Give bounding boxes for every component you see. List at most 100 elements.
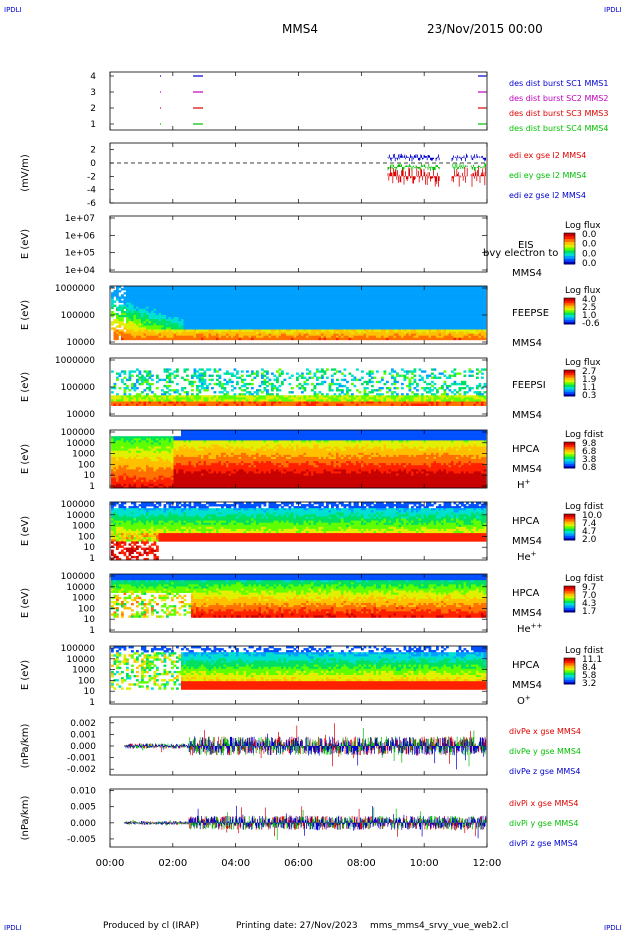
feepsi-pixel	[213, 370, 217, 373]
feepsi-pixel	[298, 399, 302, 402]
feepse-pixel	[353, 331, 357, 334]
feepsi-pixel	[156, 374, 159, 377]
feepsi-pixel	[291, 403, 294, 406]
feepsi-pixel	[201, 397, 204, 400]
feepse-pixel	[448, 288, 452, 291]
feepse-pixel	[141, 317, 144, 320]
feepsi-pixel	[166, 384, 169, 388]
feepse-pixel	[411, 300, 414, 303]
feepse-pixel	[288, 308, 292, 312]
feepse-pixel	[248, 323, 252, 326]
feepse-pixel	[281, 296, 284, 299]
feepsi-pixel	[166, 395, 169, 398]
feepse-pixel	[276, 329, 279, 332]
feepse-pixel	[253, 298, 257, 301]
feepse-pixel	[258, 286, 262, 289]
feepse-pixel	[398, 310, 402, 314]
feepse-pixel	[351, 333, 354, 336]
feepsi-pixel	[241, 378, 244, 382]
feepse-pixel	[391, 337, 394, 341]
feepse-pixel	[383, 306, 387, 310]
feepse-pixel	[233, 325, 237, 328]
feepse-pixel	[188, 298, 192, 301]
feepse-pixel	[461, 331, 464, 334]
feepse-pixel	[288, 290, 292, 293]
feepse-pixel	[356, 321, 359, 324]
feepse-pixel	[338, 310, 342, 314]
feepse-pixel	[461, 325, 464, 328]
feepse-pixel	[411, 333, 414, 336]
feepse-pixel	[261, 319, 264, 322]
feepsi-pixel	[168, 380, 172, 384]
feepse-pixel	[168, 294, 172, 297]
feepse-pixel	[298, 337, 302, 341]
feepsi-pixel	[211, 374, 214, 377]
feepsi-pixel	[273, 384, 277, 388]
feepse-pixel	[278, 337, 282, 341]
feepsi-pixel	[221, 391, 224, 394]
feepsi-pixel	[303, 376, 307, 379]
feepsi-pixel	[116, 397, 119, 400]
feepse-pixel	[128, 323, 132, 326]
feepsi-pixel	[206, 384, 209, 388]
feepse-pixel	[421, 292, 424, 295]
feepse-pixel	[396, 317, 399, 320]
feepse-pixel	[311, 300, 314, 303]
feepse-pixel	[448, 315, 452, 318]
feepse-pixel	[338, 308, 342, 312]
feepsi-pixel	[351, 378, 354, 382]
feepse-pixel	[318, 337, 322, 341]
feepsi-pixel	[343, 374, 347, 377]
feepsi-pixel	[208, 395, 212, 398]
feepse-pixel	[373, 300, 377, 303]
feepse-pixel	[181, 288, 184, 291]
feepse-pixel	[218, 300, 222, 303]
feepse-pixel	[331, 319, 334, 322]
feepse-pixel	[336, 335, 339, 339]
feepse-pixel	[376, 333, 379, 336]
feepse-pixel	[301, 304, 304, 307]
feepsi-pixel	[328, 389, 332, 392]
feepse-pixel	[411, 315, 414, 318]
feepsi-pixel	[258, 401, 262, 404]
feepse-pixel	[296, 335, 299, 339]
feepsi-pixel	[173, 395, 177, 398]
feepse-pixel	[116, 290, 119, 293]
feepse-pixel	[431, 288, 434, 291]
feepse-pixel	[436, 294, 439, 297]
feepse-pixel	[186, 294, 189, 297]
feepse-pixel	[313, 312, 317, 316]
feepse-pixel	[481, 296, 484, 299]
feepse-pixel	[193, 327, 197, 330]
feepse-pixel	[351, 327, 354, 330]
feepsi-pixel	[131, 395, 134, 398]
feepse-pixel	[438, 306, 442, 310]
feepse-pixel	[306, 327, 309, 330]
feepse-pixel	[111, 315, 114, 318]
feepse-pixel	[443, 306, 447, 310]
feepsi-pixel	[236, 403, 239, 406]
feepse-pixel	[391, 331, 394, 334]
feepsi-pixel	[226, 397, 229, 400]
feepse-pixel	[318, 329, 322, 332]
feepse-pixel	[168, 331, 172, 334]
feepse-pixel	[176, 325, 179, 328]
date-title: 23/Nov/2015 00:00	[427, 22, 543, 36]
feepsi-pixel	[333, 399, 337, 402]
feepse-pixel	[278, 304, 282, 307]
eis-colorbar-frame	[563, 232, 576, 265]
feepse-pixel	[291, 310, 294, 314]
feepse-pixel	[218, 333, 222, 336]
feepsi-pixel	[151, 378, 154, 382]
feepse-pixel	[261, 327, 264, 330]
feepse-pixel	[336, 337, 339, 341]
feepse-pixel	[413, 288, 417, 291]
feepse-pixel	[478, 331, 482, 334]
feepse-pixel	[196, 310, 199, 314]
feepse-pixel	[348, 329, 352, 332]
feepse-pixel	[123, 302, 127, 305]
feepsi-pixel	[188, 397, 192, 400]
feepse-pixel	[398, 296, 402, 299]
feepse-pixel	[438, 323, 442, 326]
feepse-pixel	[323, 310, 327, 314]
